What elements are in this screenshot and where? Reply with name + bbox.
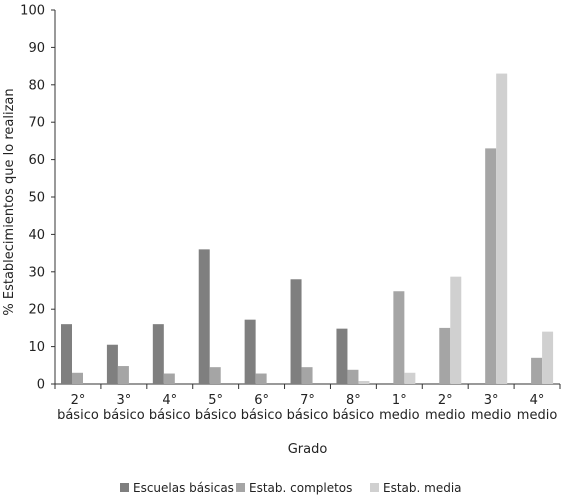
y-tick-label: 70 bbox=[28, 116, 45, 131]
legend: Escuelas básicas Estab. completos Estab. m… bbox=[120, 481, 462, 495]
y-tick-label: 80 bbox=[28, 78, 45, 93]
x-tick-label: medio bbox=[517, 408, 558, 423]
bar bbox=[393, 291, 405, 384]
bar bbox=[301, 367, 313, 384]
y-tick-label: 60 bbox=[28, 153, 45, 168]
bar bbox=[209, 367, 221, 384]
x-tick-label: medio bbox=[425, 408, 466, 423]
x-tick-label: básico bbox=[333, 408, 375, 423]
x-tick-label: básico bbox=[241, 408, 283, 423]
y-tick-label: 100 bbox=[20, 4, 45, 19]
x-tick-label: básico bbox=[287, 408, 329, 423]
bar bbox=[163, 373, 175, 384]
x-tick-label: 4° bbox=[162, 393, 177, 408]
bar bbox=[244, 319, 256, 384]
bar bbox=[336, 328, 348, 384]
bar bbox=[531, 357, 543, 384]
y-axis-title: % Establecimientos que lo realizan bbox=[2, 88, 17, 315]
bar bbox=[255, 373, 267, 384]
bar bbox=[496, 73, 508, 384]
x-tick-label: básico bbox=[103, 408, 145, 423]
bar bbox=[61, 324, 72, 384]
bar bbox=[152, 324, 164, 384]
bar bbox=[358, 381, 370, 384]
x-tick-label: 8° bbox=[346, 393, 361, 408]
legend-label: Escuelas básicas bbox=[133, 481, 234, 495]
legend-swatch bbox=[370, 483, 379, 492]
x-tick-label: 2° bbox=[71, 393, 86, 408]
x-tick-label: 7° bbox=[300, 393, 315, 408]
x-tick-label: medio bbox=[471, 408, 512, 423]
x-axis-ticks: 2°básico3°básico4°básico5°básico6°básico… bbox=[54, 384, 561, 423]
bar bbox=[290, 279, 302, 384]
legend-label: Estab. media bbox=[383, 481, 462, 495]
x-tick-label: 3° bbox=[484, 393, 499, 408]
x-tick-label: básico bbox=[195, 408, 237, 423]
y-tick-label: 50 bbox=[28, 191, 45, 206]
legend-label: Estab. completos bbox=[249, 481, 352, 495]
y-tick-label: 40 bbox=[28, 228, 45, 243]
x-tick-label: 5° bbox=[208, 393, 223, 408]
x-tick-label: 3° bbox=[116, 393, 131, 408]
x-tick-label: medio bbox=[379, 408, 420, 423]
bar bbox=[198, 249, 210, 384]
x-tick-label: 1° bbox=[392, 393, 407, 408]
x-tick-label: 4° bbox=[530, 393, 545, 408]
bar bbox=[450, 276, 462, 384]
x-axis-title: Grado bbox=[288, 442, 328, 457]
x-tick-label: 2° bbox=[438, 393, 453, 408]
bar bbox=[117, 366, 129, 384]
y-tick-label: 30 bbox=[28, 265, 45, 280]
bar bbox=[106, 344, 118, 384]
y-tick-label: 90 bbox=[28, 41, 45, 56]
y-axis-ticks: 0 10 20 30 40 50 60 70 80 90 100 bbox=[20, 4, 55, 393]
bar bbox=[439, 327, 451, 384]
bar bbox=[404, 372, 416, 384]
y-tick-label: 0 bbox=[37, 378, 45, 393]
x-tick-label: 6° bbox=[254, 393, 269, 408]
legend-swatch bbox=[120, 483, 129, 492]
bar bbox=[72, 372, 83, 384]
x-tick-label: básico bbox=[57, 408, 99, 423]
x-tick-label: básico bbox=[149, 408, 191, 423]
bars bbox=[61, 73, 554, 384]
legend-swatch bbox=[236, 483, 245, 492]
bar bbox=[347, 369, 359, 384]
bar bbox=[542, 331, 554, 384]
bar bbox=[485, 148, 497, 384]
y-tick-label: 10 bbox=[28, 340, 45, 355]
y-tick-label: 20 bbox=[28, 303, 45, 318]
